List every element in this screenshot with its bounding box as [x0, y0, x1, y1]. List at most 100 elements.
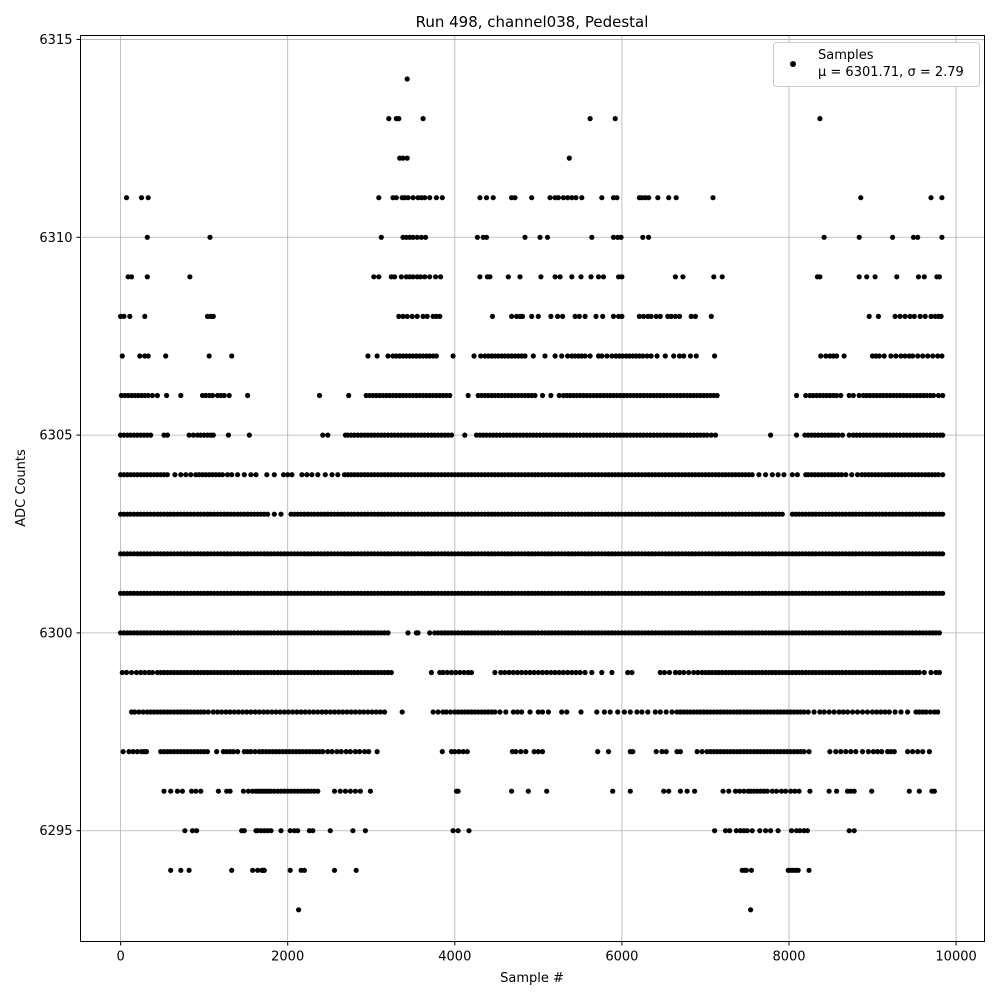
data-point	[672, 669, 679, 676]
data-point	[336, 709, 342, 715]
data-point	[671, 353, 677, 359]
data-point	[634, 709, 640, 715]
data-point	[600, 274, 607, 280]
data-point	[544, 234, 551, 240]
data-point	[756, 472, 762, 478]
data-point	[468, 669, 475, 676]
data-point	[607, 709, 613, 715]
data-point	[271, 472, 277, 478]
data-point	[939, 353, 945, 359]
data-point	[483, 195, 490, 201]
data-point	[340, 709, 346, 715]
data-point	[422, 274, 428, 280]
data-point	[722, 828, 729, 834]
data-point	[366, 749, 372, 755]
data-point	[285, 472, 291, 478]
x-axis-label: Sample #	[500, 971, 564, 986]
data-point	[365, 709, 371, 715]
data-point	[940, 551, 946, 557]
data-point	[443, 709, 449, 715]
data-point	[289, 472, 295, 478]
data-point	[687, 353, 694, 359]
data-point	[680, 274, 686, 280]
data-point	[296, 907, 302, 913]
data-point	[769, 472, 775, 478]
data-point	[530, 353, 536, 359]
data-point	[834, 788, 840, 794]
data-point	[245, 788, 251, 794]
data-point	[295, 828, 301, 834]
data-point	[655, 195, 661, 201]
data-point	[132, 709, 138, 715]
data-point	[851, 828, 857, 834]
data-point	[795, 867, 801, 873]
data-point	[676, 669, 683, 676]
data-point	[548, 392, 554, 399]
data-point	[648, 313, 654, 319]
data-point	[128, 669, 135, 676]
data-point	[940, 590, 946, 596]
data-point	[833, 749, 839, 755]
data-point	[627, 709, 633, 715]
data-point	[405, 195, 411, 201]
data-point	[865, 749, 872, 755]
data-point	[448, 432, 455, 438]
data-point	[424, 313, 430, 319]
data-point	[878, 709, 884, 715]
data-point	[523, 669, 529, 676]
data-point	[433, 195, 439, 201]
data-point	[699, 749, 705, 755]
data-point	[565, 353, 571, 359]
data-point	[898, 353, 904, 359]
data-point	[818, 353, 824, 359]
data-point	[277, 709, 283, 715]
data-point	[268, 828, 274, 834]
data-point	[430, 709, 436, 715]
data-point	[335, 472, 341, 478]
data-point	[320, 749, 326, 755]
data-point	[817, 709, 823, 715]
data-point	[823, 353, 829, 359]
data-point	[163, 353, 169, 359]
data-point	[600, 313, 606, 319]
data-point	[331, 709, 338, 715]
data-point	[720, 788, 726, 794]
y-axis-ticks: 6295 6300 6305 6310 6315	[39, 33, 81, 839]
data-point	[331, 867, 338, 873]
data-point	[935, 392, 942, 399]
data-point	[149, 392, 155, 399]
data-point	[849, 472, 855, 478]
data-point	[527, 669, 533, 676]
data-point	[464, 749, 470, 755]
data-point	[733, 828, 740, 834]
data-point	[164, 392, 170, 399]
data-point	[854, 472, 861, 478]
data-point	[544, 669, 550, 676]
data-point	[529, 195, 535, 201]
data-point	[565, 195, 571, 201]
data-point	[805, 709, 811, 715]
data-point	[490, 195, 496, 201]
data-point	[537, 234, 543, 240]
data-point	[844, 709, 851, 715]
data-point	[856, 392, 862, 399]
data-point	[652, 709, 658, 715]
data-point	[210, 709, 216, 715]
data-point	[244, 709, 250, 715]
data-point	[241, 472, 247, 478]
data-point	[794, 472, 801, 478]
data-point	[294, 709, 300, 715]
data-point	[640, 234, 646, 240]
data-point	[386, 116, 392, 122]
data-point	[396, 313, 402, 319]
data-point	[252, 749, 258, 755]
data-point	[792, 788, 798, 794]
data-point	[525, 788, 531, 794]
data-point	[224, 472, 231, 478]
data-point	[619, 274, 625, 280]
data-point	[329, 472, 335, 478]
data-point	[870, 749, 877, 755]
data-point	[902, 353, 908, 359]
data-point	[645, 709, 651, 715]
data-point	[235, 749, 241, 755]
